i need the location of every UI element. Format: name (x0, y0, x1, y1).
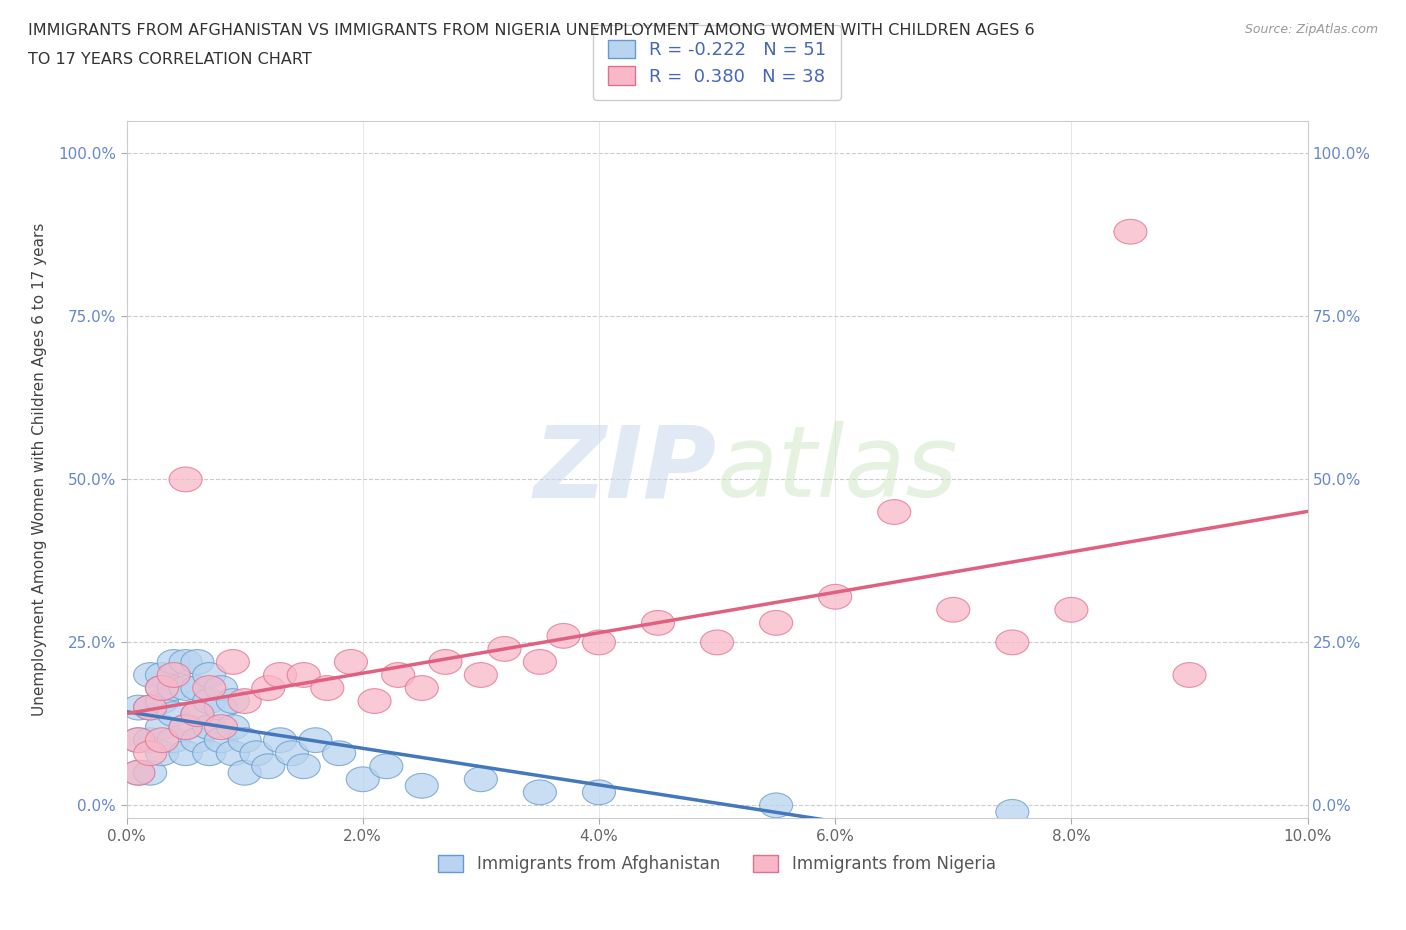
Ellipse shape (145, 728, 179, 752)
Ellipse shape (145, 741, 179, 765)
Y-axis label: Unemployment Among Women with Children Ages 6 to 17 years: Unemployment Among Women with Children A… (32, 223, 46, 716)
Ellipse shape (818, 584, 852, 609)
Ellipse shape (464, 662, 498, 687)
Ellipse shape (122, 761, 155, 785)
Ellipse shape (523, 649, 557, 674)
Ellipse shape (169, 467, 202, 492)
Ellipse shape (359, 689, 391, 713)
Ellipse shape (204, 715, 238, 739)
Ellipse shape (122, 696, 155, 720)
Legend: Immigrants from Afghanistan, Immigrants from Nigeria: Immigrants from Afghanistan, Immigrants … (432, 848, 1002, 880)
Ellipse shape (287, 754, 321, 778)
Ellipse shape (405, 675, 439, 700)
Ellipse shape (299, 728, 332, 752)
Ellipse shape (488, 636, 522, 661)
Ellipse shape (181, 649, 214, 674)
Ellipse shape (641, 610, 675, 635)
Text: IMMIGRANTS FROM AFGHANISTAN VS IMMIGRANTS FROM NIGERIA UNEMPLOYMENT AMONG WOMEN : IMMIGRANTS FROM AFGHANISTAN VS IMMIGRANT… (28, 23, 1035, 38)
Ellipse shape (122, 761, 155, 785)
Ellipse shape (157, 702, 190, 726)
Ellipse shape (157, 675, 190, 700)
Text: atlas: atlas (717, 421, 959, 518)
Ellipse shape (381, 662, 415, 687)
Ellipse shape (276, 741, 308, 765)
Ellipse shape (122, 728, 155, 752)
Ellipse shape (193, 675, 226, 700)
Ellipse shape (346, 767, 380, 791)
Ellipse shape (169, 715, 202, 739)
Ellipse shape (322, 741, 356, 765)
Ellipse shape (122, 728, 155, 752)
Ellipse shape (169, 741, 202, 765)
Ellipse shape (169, 715, 202, 739)
Ellipse shape (169, 675, 202, 700)
Ellipse shape (134, 728, 167, 752)
Ellipse shape (145, 675, 179, 700)
Ellipse shape (582, 780, 616, 804)
Ellipse shape (405, 774, 439, 798)
Ellipse shape (759, 610, 793, 635)
Ellipse shape (252, 675, 285, 700)
Ellipse shape (193, 689, 226, 713)
Ellipse shape (193, 662, 226, 687)
Text: TO 17 YEARS CORRELATION CHART: TO 17 YEARS CORRELATION CHART (28, 52, 312, 67)
Ellipse shape (547, 623, 581, 648)
Ellipse shape (228, 728, 262, 752)
Ellipse shape (936, 597, 970, 622)
Ellipse shape (429, 649, 463, 674)
Ellipse shape (1054, 597, 1088, 622)
Ellipse shape (181, 702, 214, 726)
Ellipse shape (134, 662, 167, 687)
Ellipse shape (204, 728, 238, 752)
Ellipse shape (193, 741, 226, 765)
Ellipse shape (193, 715, 226, 739)
Ellipse shape (263, 728, 297, 752)
Ellipse shape (157, 728, 190, 752)
Ellipse shape (217, 689, 249, 713)
Ellipse shape (263, 662, 297, 687)
Ellipse shape (240, 741, 273, 765)
Ellipse shape (157, 662, 190, 687)
Ellipse shape (464, 767, 498, 791)
Ellipse shape (1114, 219, 1147, 244)
Ellipse shape (134, 741, 167, 765)
Ellipse shape (582, 630, 616, 655)
Ellipse shape (217, 715, 249, 739)
Ellipse shape (181, 675, 214, 700)
Ellipse shape (370, 754, 404, 778)
Ellipse shape (217, 649, 249, 674)
Ellipse shape (252, 754, 285, 778)
Ellipse shape (145, 689, 179, 713)
Ellipse shape (217, 741, 249, 765)
Ellipse shape (287, 662, 321, 687)
Ellipse shape (335, 649, 367, 674)
Ellipse shape (145, 715, 179, 739)
Ellipse shape (204, 696, 238, 720)
Ellipse shape (995, 800, 1029, 824)
Text: ZIP: ZIP (534, 421, 717, 518)
Ellipse shape (228, 761, 262, 785)
Ellipse shape (523, 780, 557, 804)
Ellipse shape (228, 689, 262, 713)
Ellipse shape (134, 696, 167, 720)
Ellipse shape (134, 696, 167, 720)
Ellipse shape (134, 761, 167, 785)
Ellipse shape (1173, 662, 1206, 687)
Ellipse shape (145, 675, 179, 700)
Ellipse shape (995, 630, 1029, 655)
Ellipse shape (181, 702, 214, 726)
Ellipse shape (204, 675, 238, 700)
Ellipse shape (145, 662, 179, 687)
Text: Source: ZipAtlas.com: Source: ZipAtlas.com (1244, 23, 1378, 36)
Ellipse shape (169, 649, 202, 674)
Ellipse shape (181, 728, 214, 752)
Ellipse shape (759, 793, 793, 817)
Ellipse shape (311, 675, 344, 700)
Ellipse shape (877, 499, 911, 525)
Ellipse shape (157, 649, 190, 674)
Ellipse shape (700, 630, 734, 655)
